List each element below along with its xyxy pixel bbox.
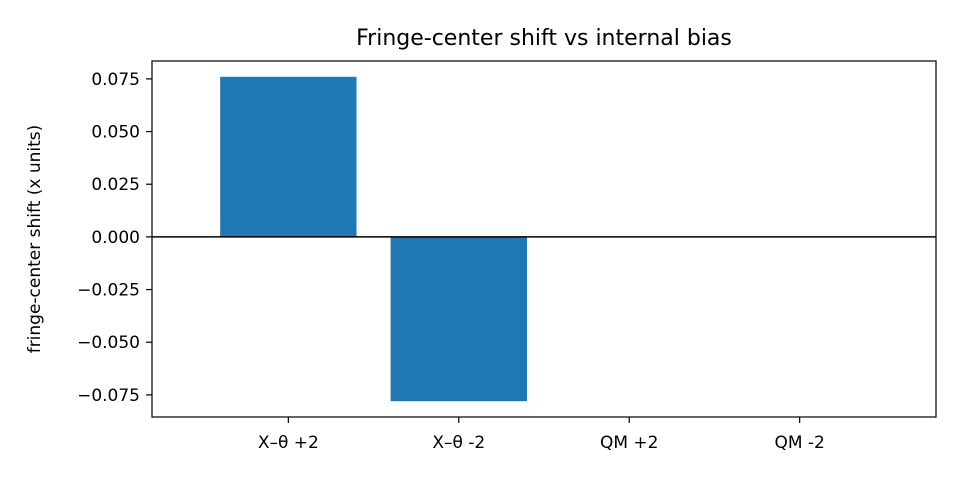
x-tick-label-0: X–θ +2 [258, 433, 319, 453]
y-tick-label-1: −0.050 [77, 333, 140, 353]
y-tick-label-4: 0.025 [91, 175, 140, 195]
x-tick-label-3: QM -2 [774, 433, 824, 453]
y-tick-label-6: 0.075 [91, 70, 140, 90]
x-tick-label-1: X–θ -2 [432, 433, 485, 453]
y-axis-label: fringe-center shift (x units) [25, 125, 45, 354]
chart-title: Fringe-center shift vs internal bias [356, 26, 732, 51]
bar-1 [390, 236, 527, 402]
y-tick-label-3: 0.000 [91, 228, 140, 248]
y-axis-ticks: −0.075 −0.050 −0.025 0.000 0.025 0.050 0.075 [77, 70, 152, 406]
plot-area-frame [151, 60, 937, 418]
x-axis-ticks: X–θ +2 X–θ -2 QM +2 QM -2 [258, 417, 825, 453]
y-tick-label-5: 0.050 [91, 123, 140, 143]
bar-0 [220, 76, 357, 237]
bars-group [220, 76, 527, 402]
y-tick-label-2: −0.025 [77, 281, 140, 301]
y-tick-label-0: −0.075 [77, 386, 140, 406]
x-tick-label-2: QM +2 [600, 433, 659, 453]
